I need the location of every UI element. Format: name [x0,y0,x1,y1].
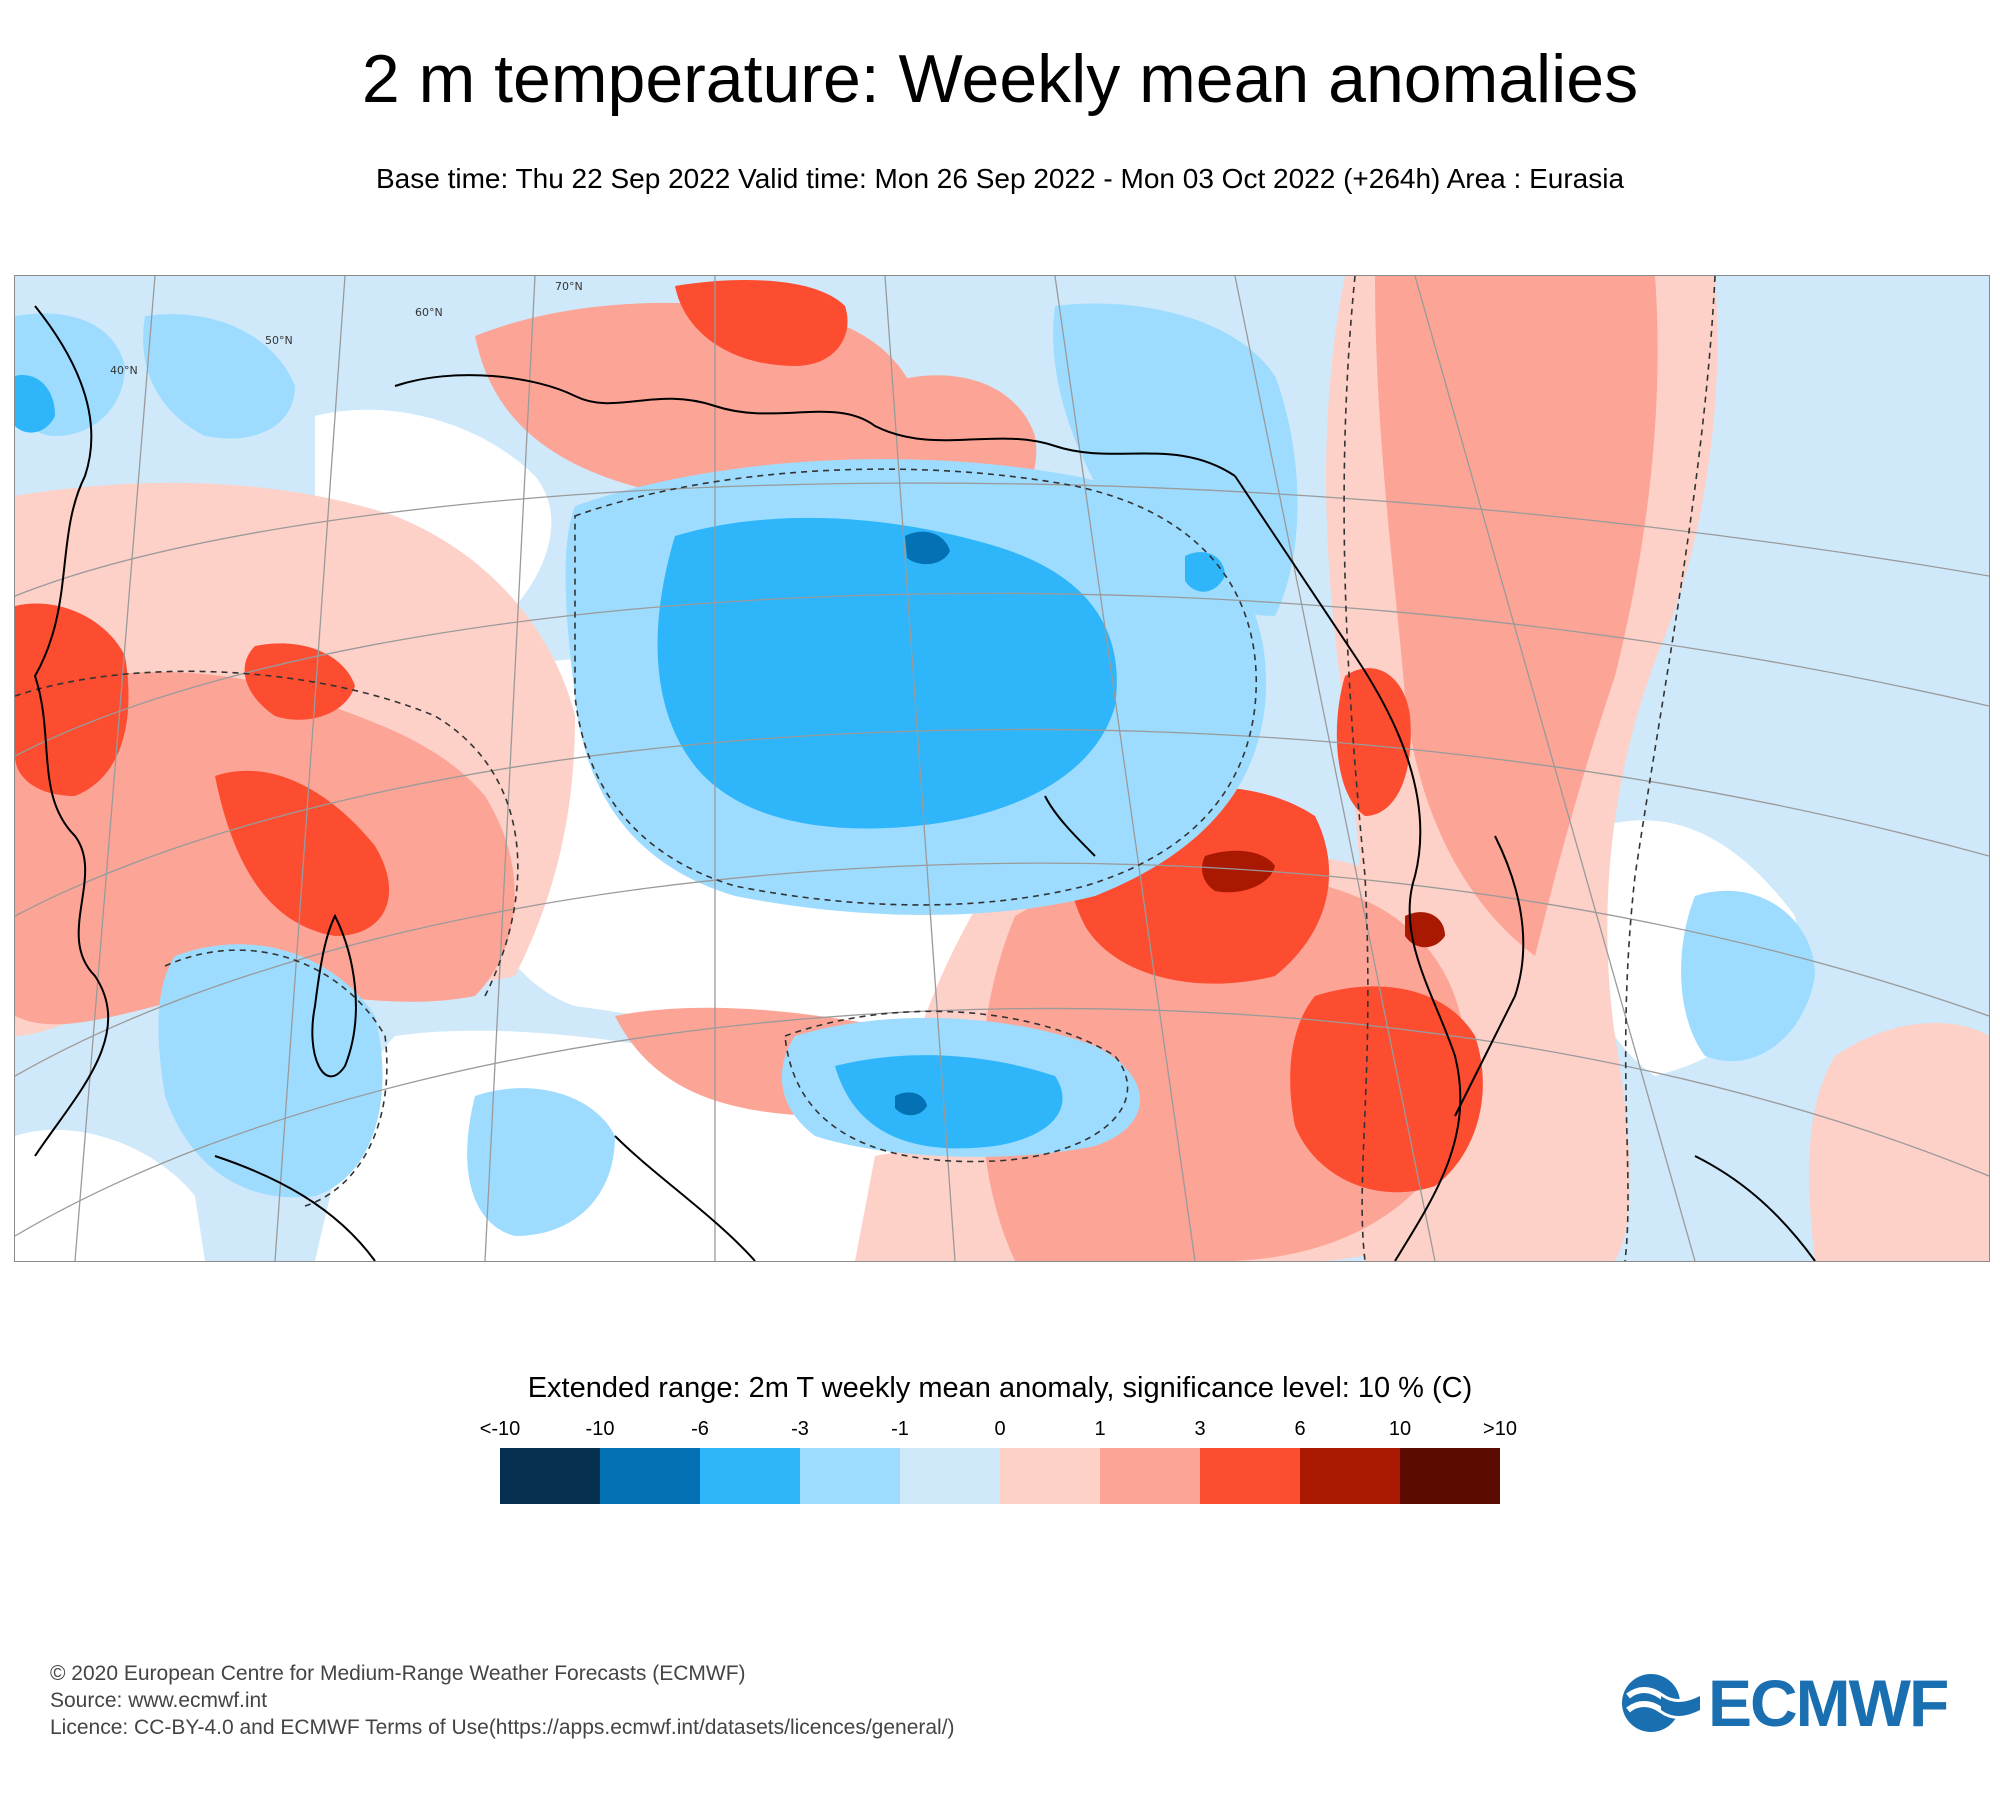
region-cool13-pacific [1681,890,1815,1062]
legend-tick: <-10 [479,1418,521,1440]
legend-title: Extended range: 2m T weekly mean anomaly… [527,1372,1473,1404]
meridian-80 [884,276,956,1261]
ecmwf-logo-text: ECMWF [1708,1666,1949,1740]
region-warm13-pacific [1375,276,1658,956]
map-svg: 70°N 60°N 50°N 40°N [15,276,1989,1261]
region-coldest-siberia [905,531,950,565]
legend-tick: 1 [1094,1418,1106,1440]
lat-label-60: 60°N [415,306,443,319]
meridian-20 [274,276,346,1261]
contour-far-east [1624,276,1716,1261]
copyright-text: © 2020 European Centre for Medium-Range … [50,1662,746,1685]
meridian-40 [484,276,536,1261]
region-hot-arctic [675,280,848,366]
region-cool13-scandinavia [143,314,295,439]
legend-swatch [700,1448,800,1504]
contour-middle-east [164,949,388,1207]
region-cool13-india [467,1088,615,1236]
legend-swatch [1100,1448,1200,1504]
region-cold-siberia [657,517,1117,829]
legend-swatch [900,1448,1000,1504]
ecmwf-logo-icon [1622,1674,1702,1732]
coastline-arctic [394,374,1236,477]
latitude-line-40 [15,862,1989,1077]
contour-europe [15,670,519,997]
contour-tibet [784,1010,1129,1163]
region-cold-east-siberia [1185,552,1225,592]
lat-label-70: 70°N [555,280,583,293]
legend-tick: 6 [1294,1418,1306,1440]
legend-tick: -10 [585,1418,615,1440]
region-cold-europe-west [15,375,55,433]
legend-swatch [1300,1448,1400,1504]
latitude-line-50 [15,728,1989,917]
region-cold-tibet [835,1055,1063,1149]
region-hottest-coast [1405,912,1445,948]
contour-pacific [1343,276,1369,1261]
legend-tick: 0 [994,1418,1006,1440]
lat-label-40: 40°N [110,364,138,377]
legend-tick: -6 [691,1418,709,1440]
meridian-100 [1054,276,1196,1261]
latitude-line-60 [15,592,1989,757]
meridian-0 [74,276,156,1261]
chart-subtitle: Base time: Thu 22 Sep 2022 Valid time: M… [375,163,1625,194]
legend-swatch [500,1448,600,1504]
coastline-philippines [1694,1155,1816,1261]
legend-swatch [1200,1448,1300,1504]
meridian-140 [1414,276,1696,1261]
latitude-line-70 [15,482,1989,597]
coastlines [33,305,1816,1261]
coastline-east-asia [1234,475,1462,1261]
region-cool13-east-siberia [1053,303,1298,616]
ecmwf-logo[interactable]: ECMWF [1620,1666,1949,1740]
coastline-lake-baikal [1044,795,1096,857]
coastline-arabia [214,1155,376,1261]
legend-swatch [1400,1448,1500,1504]
significance-contours [15,276,1716,1261]
region-white-west [15,1129,205,1261]
legend-tick: 3 [1194,1418,1206,1440]
meridian-120 [1234,276,1436,1261]
legend-colorbar [500,1448,1500,1504]
region-hot-balkans [215,770,390,936]
region-hot-east-europe [244,643,355,720]
legend-swatch [1000,1448,1100,1504]
legend-tick: -1 [891,1418,909,1440]
footer: © 2020 European Centre for Medium-Range … [50,1660,955,1741]
anomaly-map: 70°N 60°N 50°N 40°N [14,275,1990,1262]
source-text: Source: www.ecmwf.int [50,1689,268,1712]
coastline-europe [33,305,110,1157]
region-cool13-middle-east [158,944,383,1198]
licence-text: Licence: CC-BY-4.0 and ECMWF Terms of Us… [50,1716,955,1739]
graticule [15,276,1989,1261]
legend-tick-row: <-10 -10 -6 -3 -1 0 1 3 6 10 >10 [450,1418,1550,1444]
region-hot-south-china [1290,986,1483,1193]
legend-swatch [600,1448,700,1504]
region-coldest-tibet [895,1092,927,1116]
legend-tick: 10 [1388,1418,1412,1440]
region-hottest-mongolia [1202,850,1275,893]
legend-swatch [800,1448,900,1504]
coastline-caspian [311,913,357,1078]
coastline-india [614,1135,756,1261]
contour-siberia [574,468,1257,906]
chart-title: 2 m temperature: Weekly mean anomalies [361,41,1639,117]
lat-label-50: 50°N [265,334,293,347]
region-hot-iberia [15,603,129,796]
region-hot-manchuria [1336,668,1411,816]
coastline-japan [1454,835,1525,1117]
legend-tick: >10 [1483,1418,1517,1440]
legend-tick: -3 [791,1418,809,1440]
